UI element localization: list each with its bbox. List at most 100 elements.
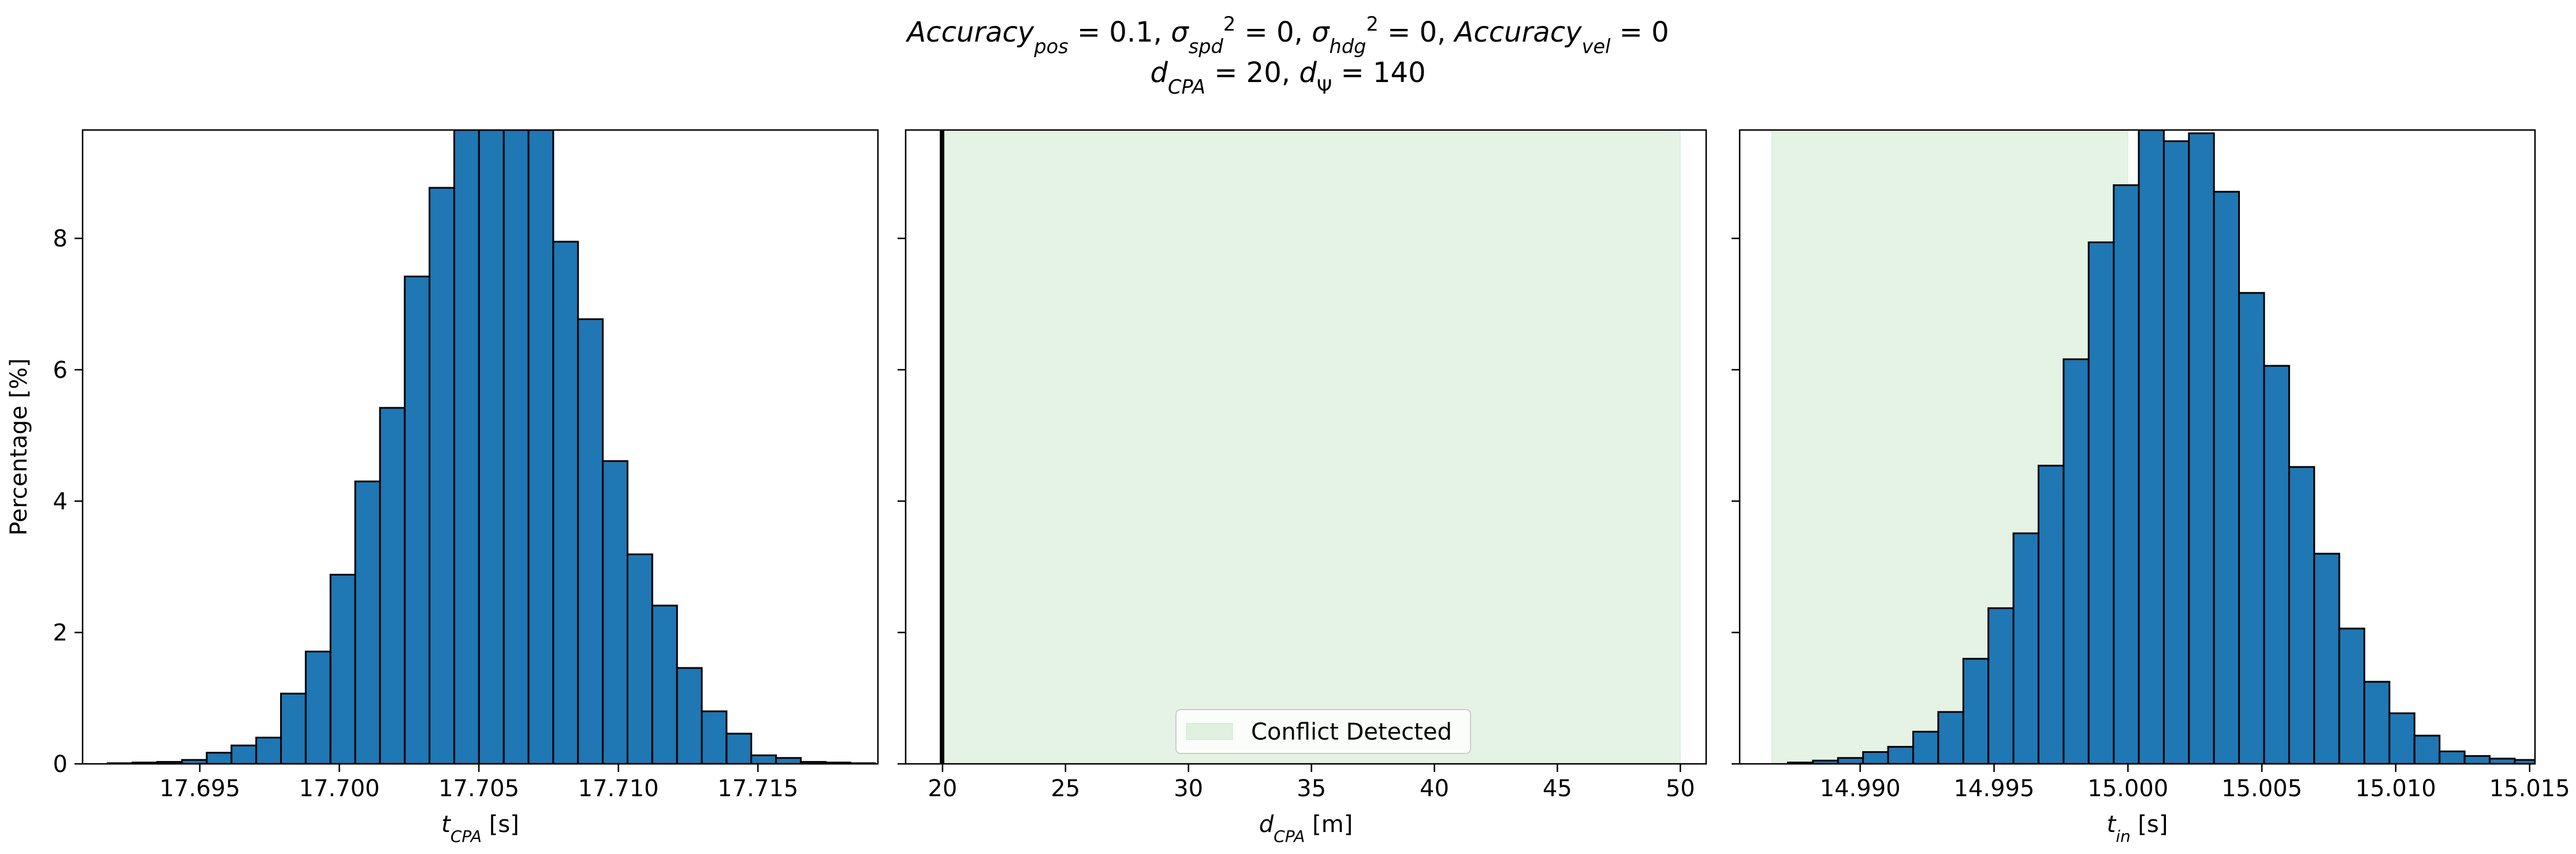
- x-tick-label: 15.000: [2087, 775, 2168, 802]
- histogram-bar: [2238, 292, 2265, 764]
- y-tick-label: 6: [53, 357, 68, 384]
- histogram-bar: [775, 757, 802, 764]
- y-tick-label: 4: [53, 488, 68, 515]
- histogram-bar: [651, 604, 678, 764]
- y-tick-label: 0: [53, 751, 68, 778]
- legend-label: Conflict Detected: [1251, 719, 1452, 745]
- x-axis-label: tin [s]: [2107, 811, 2168, 846]
- histogram-bar: [2363, 681, 2391, 764]
- histogram-bar: [2338, 627, 2366, 764]
- x-tick-label: 14.990: [1820, 775, 1901, 802]
- y-tick-label: 2: [53, 620, 68, 647]
- subplots: 17.695 17.700 17.705 17.710 17.715 0 2 4 6 8 tCPA …: [6, 129, 2570, 846]
- histogram-bar: [354, 480, 381, 764]
- x-tick-label: 45: [1543, 775, 1572, 802]
- histogram-bar: [2439, 750, 2466, 764]
- plot-area: [1771, 130, 2564, 764]
- x-tick-label: 17.700: [299, 775, 380, 802]
- histogram-bar: [2463, 755, 2491, 764]
- subplot-3: 14.990 14.995 15.000 15.005 15.010 15.015 tin …: [1732, 129, 2570, 846]
- axes-frame: [1739, 129, 2536, 765]
- y-axis-label: Percentage [%]: [6, 358, 32, 536]
- histogram-bar: [2087, 241, 2115, 764]
- legend-swatch: [1186, 723, 1233, 740]
- histogram-bar: [478, 130, 505, 764]
- histogram-bar: [1887, 745, 1914, 764]
- x-tick-label: 50: [1666, 775, 1695, 802]
- histogram-bar: [429, 187, 455, 764]
- x-axis-label: dCPA [m]: [1259, 811, 1353, 846]
- x-tick-label: 15.015: [2489, 775, 2570, 802]
- histogram-bar: [2388, 712, 2415, 764]
- title-line-1: Accuracypos = 0.1, σspd2 = 0, σhdg2 = 0,…: [905, 13, 1669, 58]
- histogram-bar: [379, 407, 406, 764]
- x-tick-label: 15.010: [2355, 775, 2436, 802]
- plot-area: [106, 130, 876, 764]
- x-tick-label: 14.995: [1953, 775, 2034, 802]
- x-tick-label: 17.705: [438, 775, 519, 802]
- histogram-bar: [2188, 132, 2215, 764]
- histogram-bar: [1962, 658, 1990, 764]
- histogram-bar: [280, 692, 307, 764]
- histogram-bar: [2413, 734, 2441, 764]
- histogram-bar: [2162, 140, 2190, 764]
- x-axis-label: tCPA [s]: [441, 811, 519, 846]
- x-tick-label: 25: [1051, 775, 1080, 802]
- histogram-bar: [1912, 730, 1940, 764]
- histogram-bar: [602, 460, 628, 764]
- x-tick-label: 15.005: [2221, 775, 2302, 802]
- x-tick-label: 30: [1174, 775, 1203, 802]
- x-tick-label: 17.715: [717, 775, 798, 802]
- histogram-bar: [1937, 711, 1964, 764]
- plot-area: [940, 130, 1681, 764]
- histogram-bar: [502, 130, 530, 764]
- histogram-bar: [2540, 761, 2564, 764]
- histogram-bar: [750, 754, 777, 764]
- axes-frame: [81, 129, 879, 765]
- histogram-bar: [2138, 130, 2165, 764]
- histogram-bar: [453, 130, 480, 764]
- histogram-bar: [2288, 466, 2316, 764]
- x-tick-label: 17.710: [578, 775, 659, 802]
- histogram-bar: [206, 752, 233, 764]
- histogram-bar: [676, 667, 703, 764]
- histogram-bar: [2012, 532, 2039, 764]
- histogram-bar: [329, 574, 356, 764]
- conflict-region: [943, 130, 1681, 764]
- x-tick-label: 20: [928, 775, 957, 802]
- histogram-bar: [725, 733, 753, 764]
- title-line-2: dCPA = 20, dΨ = 140: [1150, 57, 1425, 98]
- histogram-bar: [701, 710, 728, 764]
- subplot-2: 20 25 30 35 40 45 50 dCPA [m] Conflict Detected: [898, 129, 1707, 846]
- histogram-bar: [230, 744, 258, 764]
- axes-frame: [904, 129, 1707, 765]
- x-tick-label: 35: [1297, 775, 1326, 802]
- histogram-bar: [2037, 465, 2065, 764]
- histogram-bar: [304, 651, 332, 764]
- histogram-bar: [2313, 552, 2340, 764]
- subplot-1: 17.695 17.700 17.705 17.710 17.715 0 2 4 6 8 tCPA …: [6, 129, 879, 846]
- histogram-bar: [2113, 184, 2140, 764]
- histogram-bar: [552, 240, 579, 764]
- histogram-bar: [2489, 758, 2516, 764]
- histogram-bar: [2063, 358, 2090, 764]
- x-tick-label: 17.695: [159, 775, 240, 802]
- legend: Conflict Detected: [1175, 709, 1471, 754]
- histogram-bar: [2263, 365, 2290, 764]
- x-tick-label: 40: [1420, 775, 1449, 802]
- histogram-bar: [1987, 607, 2015, 764]
- histogram-bar: [255, 737, 282, 764]
- histogram-spike: [940, 130, 944, 764]
- histogram-bar: [404, 276, 431, 764]
- y-tick-label: 8: [53, 226, 68, 253]
- histogram-bar: [577, 318, 604, 764]
- histogram-bar: [2213, 191, 2240, 764]
- legend-box: [1175, 709, 1471, 754]
- histogram-bar: [626, 553, 653, 764]
- histogram-bar: [2514, 759, 2535, 764]
- figure-title: Accuracypos = 0.1, σspd2 = 0, σhdg2 = 0,…: [905, 13, 1669, 98]
- histogram-bar: [1837, 757, 1864, 764]
- histogram-bar: [1862, 751, 1889, 764]
- histogram-bar: [527, 130, 554, 764]
